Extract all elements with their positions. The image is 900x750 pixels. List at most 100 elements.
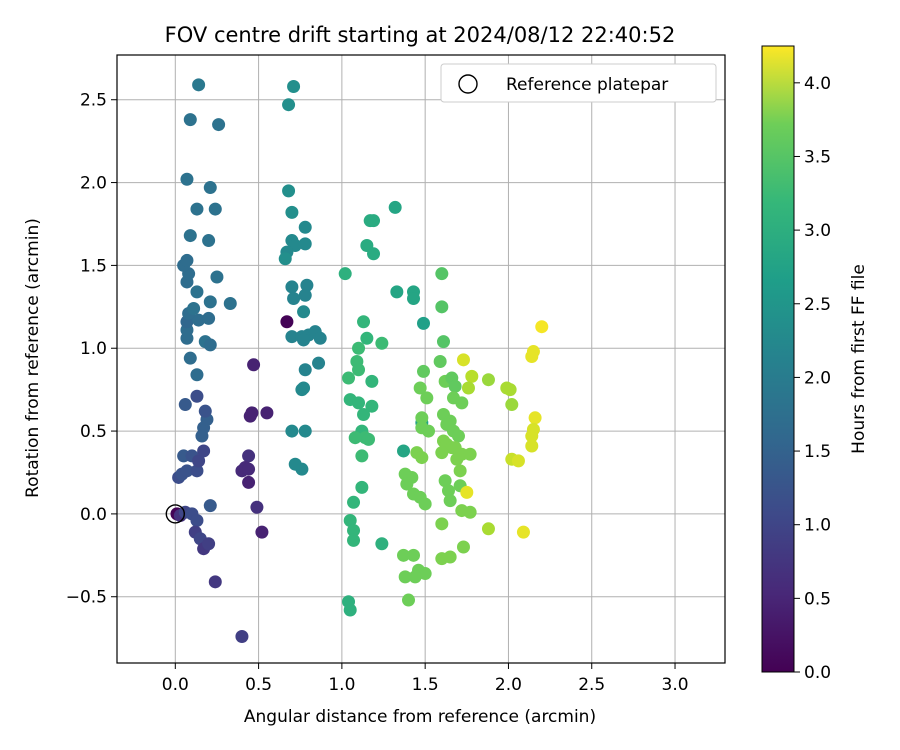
data-point [298,288,312,302]
data-point [202,311,216,325]
data-point [352,396,366,410]
data-point [342,371,356,385]
data-point [178,398,192,412]
data-point [463,447,477,461]
data-point [298,363,312,377]
data-point [453,464,467,478]
data-point [210,270,224,284]
y-tick-label: 2.5 [80,91,107,111]
data-point [190,368,204,382]
data-point [375,336,389,350]
colorbar-tick-label: 4.0 [804,74,831,94]
x-tick-label: 1.0 [328,675,355,695]
data-point [343,603,357,617]
y-tick-label: 1.5 [80,256,107,276]
data-point [516,525,530,539]
data-point [435,267,449,281]
y-tick-label: −0.5 [66,588,107,608]
colorbar-tick-label: 0.0 [804,663,831,683]
data-point [421,424,435,438]
y-tick-label: 1.0 [80,339,107,359]
data-point [278,252,292,266]
data-point [355,449,369,463]
colorbar-gradient [761,45,795,673]
data-point [420,391,434,405]
data-point [465,369,479,383]
data-points [165,78,549,643]
data-point [192,78,206,92]
data-point [287,79,301,93]
data-point [297,381,311,395]
data-point [343,514,357,528]
data-point [192,313,206,327]
data-point [352,341,366,355]
data-point [282,98,296,112]
colorbar-tick-label: 3.5 [804,147,831,167]
x-tick-label: 2.5 [578,675,605,695]
plot-background [117,55,725,663]
data-point [287,292,301,306]
data-point [190,285,204,299]
data-point [187,301,201,315]
colorbar-ticks: 0.0 0.5 1.0 1.5 2.0 2.5 3.0 3.5 4.0 [794,74,831,683]
data-point [456,540,470,554]
y-tick-label: 2.0 [80,174,107,194]
data-point [180,464,194,478]
data-point [360,331,374,345]
colorbar-tick-label: 0.5 [804,589,831,609]
data-point [455,396,469,410]
data-point [435,300,449,314]
data-point [255,525,269,539]
data-point [202,537,216,551]
data-point [511,454,525,468]
data-point [298,424,312,438]
plot-frame [116,54,726,664]
data-point [203,295,217,309]
data-point [407,292,421,306]
data-point [245,406,259,420]
colorbar-tick-label: 1.0 [804,516,831,536]
data-point [450,452,464,466]
data-point [400,477,414,491]
data-point [451,429,465,443]
data-point [402,593,416,607]
data-point [413,381,427,395]
legend: Reference platepar [440,63,717,103]
x-axis-label: Angular distance from reference (arcmin) [244,707,596,727]
data-point [390,285,404,299]
data-point [242,475,256,489]
data-point [223,297,237,311]
data-point [348,431,362,445]
data-point [355,480,369,494]
reference-platepar-marker [165,504,186,524]
data-point [190,389,204,403]
data-point [375,537,389,551]
data-point [357,315,371,329]
data-point [418,567,432,581]
plot-area [116,54,726,664]
data-point [415,451,429,465]
data-point [365,374,379,388]
data-point [280,315,294,329]
data-point [208,202,222,216]
y-axis-label: Rotation from reference (arcmin) [23,218,43,498]
data-point [260,406,274,420]
data-point [525,429,539,443]
data-point [192,454,206,468]
data-point [357,407,371,421]
data-point [285,330,299,344]
data-point [285,205,299,219]
data-point [352,363,366,377]
data-point [295,462,309,476]
colorbar-label: Hours from first FF file [849,264,869,454]
data-point [367,214,381,228]
data-point [528,411,542,425]
data-point [436,335,450,349]
y-tick-label: 0.0 [80,505,107,525]
data-point [190,464,204,478]
legend-box [440,63,717,103]
data-point [460,485,474,499]
colorbar-tick-label: 3.0 [804,221,831,241]
data-point [397,444,411,458]
data-point [416,364,430,378]
